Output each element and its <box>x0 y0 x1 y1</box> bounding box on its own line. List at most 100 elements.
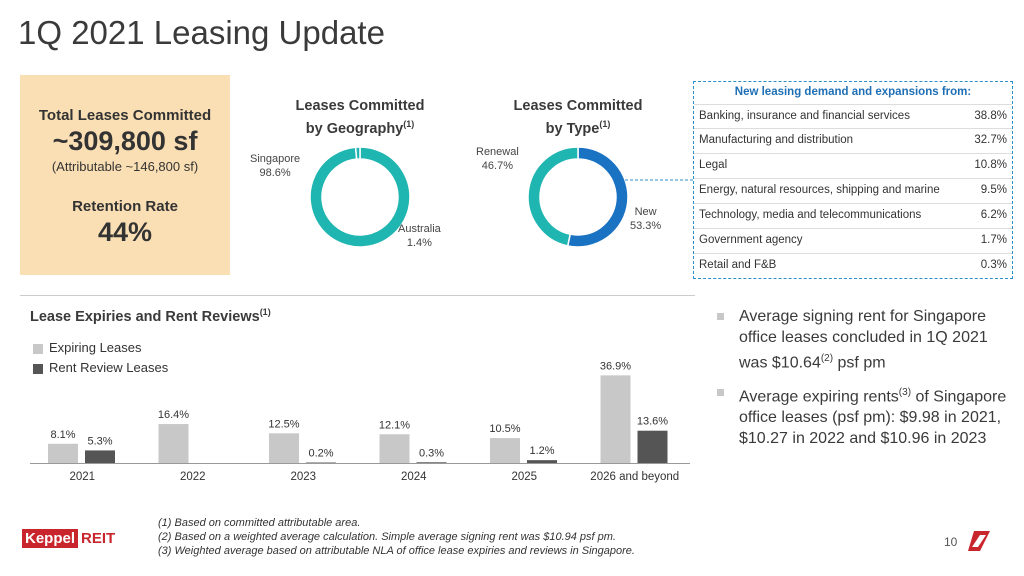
data-label: 36.9% <box>600 360 631 372</box>
donut-slice-singapore <box>309 146 411 248</box>
type-chart-title: Leases Committed by Type(1) <box>513 98 643 137</box>
table-row: Government agency 1.7% <box>694 228 1012 253</box>
geo-label-singapore-name: Singapore <box>250 153 301 165</box>
x-tick-label: 2022 <box>180 471 206 483</box>
type-label-renewal-value: 46.7% <box>481 160 513 172</box>
bullet-signing-rent: Average signing rent for Singapore offic… <box>739 308 988 372</box>
lease-expiries-title: Lease Expiries and Rent Reviews(1) <box>30 307 271 325</box>
footnote: (1) Based on committed attributable area… <box>158 517 361 529</box>
x-tick-label: 2023 <box>290 471 316 483</box>
attributable-note: (Attributable ~146,800 sf) <box>51 159 199 174</box>
row-value: 38.8% <box>974 110 1007 122</box>
donut-slice-australia <box>354 146 361 160</box>
bullet-marker <box>717 313 724 320</box>
donut-slice-renewal <box>527 146 579 247</box>
x-tick-label: 2024 <box>401 471 427 483</box>
logo-reit: REIT <box>81 530 116 547</box>
section-divider <box>20 295 695 296</box>
table-row: Manufacturing and distribution 32.7% <box>694 128 1012 153</box>
retention-rate-label: Retention Rate <box>72 198 178 215</box>
data-label: 16.4% <box>158 409 189 421</box>
row-name: Energy, natural resources, shipping and … <box>699 184 940 196</box>
bullet-marker <box>717 389 724 396</box>
type-label-new-value: 53.3% <box>630 220 662 232</box>
data-label: 5.3% <box>87 435 112 447</box>
row-value: 1.7% <box>980 234 1007 246</box>
legend-label-rent-review: Rent Review Leases <box>49 360 169 375</box>
bar-expiring-2022 <box>158 424 189 463</box>
row-name: Retail and F&B <box>699 259 777 271</box>
footnote: (3) Weighted average based on attributab… <box>158 545 635 557</box>
table-row: Legal 10.8% <box>694 153 1012 178</box>
total-leases-value: ~309,800 sf <box>52 126 198 156</box>
brand-slash-icon <box>968 531 990 551</box>
bar-expiring-2024 <box>379 434 410 463</box>
total-leases-label: Total Leases Committed <box>38 107 212 124</box>
footnote: (2) Based on a weighted average calculat… <box>158 531 616 543</box>
keppel-reit-logo: Keppel REIT <box>22 529 116 548</box>
data-label: 0.2% <box>308 448 333 460</box>
geo-label-singapore-value: 98.6% <box>259 167 291 179</box>
geo-label-singapore: Singapore 98.6% <box>250 152 300 180</box>
legend-swatch-expiring <box>33 343 43 354</box>
row-name: Government agency <box>699 234 803 246</box>
row-value: 9.5% <box>980 184 1007 196</box>
bar-expiring-2025 <box>490 438 520 463</box>
type-donut-chart <box>527 146 629 248</box>
table-row: Energy, natural resources, shipping and … <box>694 178 1012 203</box>
geo-chart-title: Leases Committed by Geography(1) <box>295 98 425 137</box>
donut-slice-new <box>566 146 629 248</box>
row-value: 32.7% <box>974 134 1007 146</box>
table-row: Technology, media and telecommunications… <box>694 203 1012 228</box>
bar-expiring-2026 <box>600 375 631 463</box>
bullet-expiring-rents: Average expiring rents(3) of Singapore o… <box>739 387 1007 448</box>
bar-rent-review-2026 <box>637 430 668 463</box>
geo-label-australia-name: Australia <box>398 223 441 235</box>
bar-expiring-2023 <box>269 433 299 463</box>
page-number: 10 <box>944 535 958 549</box>
legend-expiring: Expiring Leases <box>33 340 142 355</box>
data-label: 1.2% <box>529 445 554 457</box>
footnotes: (1) Based on committed attributable area… <box>158 516 635 558</box>
summary-box: Total Leases Committed ~309,800 sf (Attr… <box>20 75 230 275</box>
row-name: Manufacturing and distribution <box>699 134 854 146</box>
data-label: 0.3% <box>419 447 444 459</box>
type-label-renewal-name: Renewal <box>476 146 519 158</box>
type-label-renewal: Renewal 46.7% <box>476 145 519 173</box>
data-label: 8.1% <box>50 429 75 441</box>
legend-label-expiring: Expiring Leases <box>49 340 142 355</box>
data-label: 12.1% <box>379 419 410 431</box>
row-value: 6.2% <box>980 209 1007 221</box>
bar-rent-review-2024 <box>416 462 447 463</box>
table-row: Retail and F&B 0.3% <box>694 253 1012 278</box>
bar-expiring-2021 <box>48 443 78 463</box>
x-tick-label: 2021 <box>69 471 95 483</box>
logo-keppel: Keppel <box>22 529 79 548</box>
legend-rent-review: Rent Review Leases <box>33 360 168 375</box>
leasing-demand-table: New leasing demand and expansions from: … <box>693 81 1013 279</box>
geo-label-australia: Australia 1.4% <box>398 222 441 250</box>
geo-label-australia-value: 1.4% <box>406 237 432 249</box>
x-tick-label: 2026 and beyond <box>590 471 679 483</box>
data-label: 10.5% <box>489 423 520 435</box>
row-name: Banking, insurance and financial service… <box>699 110 910 122</box>
row-name: Technology, media and telecommunications <box>699 209 922 221</box>
table-row: Banking, insurance and financial service… <box>694 104 1012 129</box>
data-label: 13.6% <box>637 416 668 428</box>
bar-rent-review-2025 <box>527 460 557 463</box>
lease-expiries-bar-chart: 8.1% 5.3% 2021 16.4% 2022 12.5% 0.2% 2023 12.1% 0… <box>30 360 690 483</box>
type-label-new-name: New <box>634 206 657 218</box>
data-label: 12.5% <box>268 418 299 430</box>
row-value: 10.8% <box>974 159 1007 171</box>
x-tick-label: 2025 <box>511 471 537 483</box>
bar-rent-review-2021 <box>85 450 115 463</box>
geo-donut-chart <box>309 146 411 248</box>
legend-swatch-rent-review <box>33 363 43 374</box>
row-name: Legal <box>699 159 728 171</box>
row-value: 0.3% <box>980 259 1007 271</box>
leasing-demand-title: New leasing demand and expansions from: <box>734 86 972 98</box>
retention-rate-value: 44% <box>97 217 153 247</box>
page-title: 1Q 2021 Leasing Update <box>18 14 385 51</box>
type-label-new: New 53.3% <box>630 205 661 233</box>
connector-line <box>625 179 693 181</box>
